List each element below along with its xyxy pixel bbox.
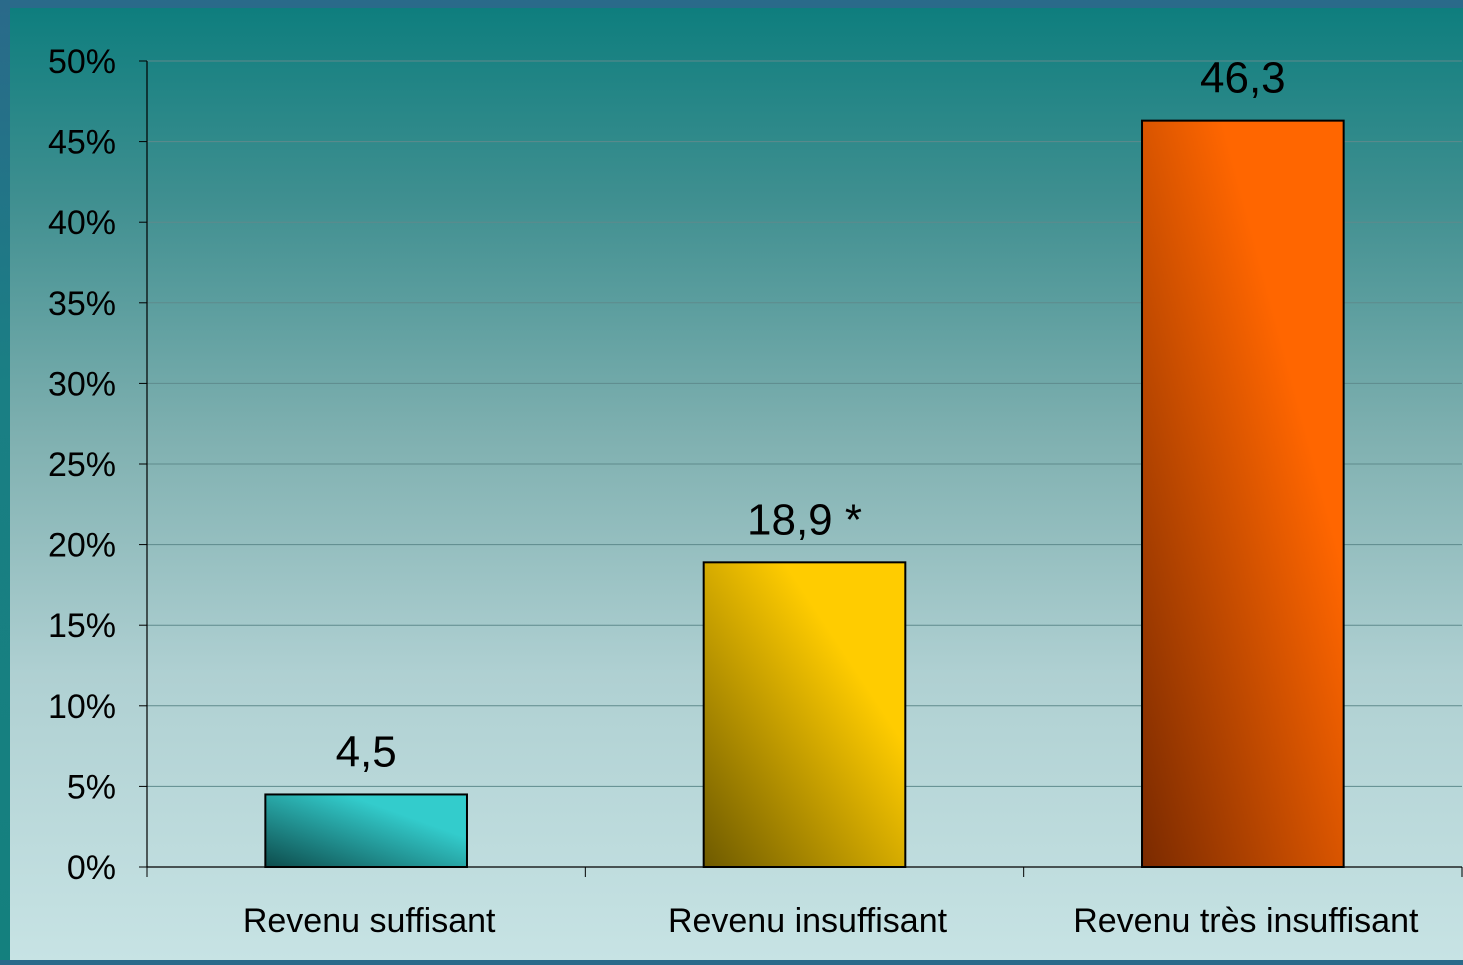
bar-2 bbox=[702, 561, 907, 868]
y-tick-label: 50% bbox=[48, 43, 116, 81]
y-tick-label: 15% bbox=[48, 607, 116, 645]
data-label-1: 4,5 bbox=[336, 727, 397, 776]
x-tick-label: Revenu très insuffisant bbox=[1073, 902, 1419, 940]
bar-chart: 0% 5% 10% 15% 20% 25% 30% 35% 40% 45% 50% Revenu s… bbox=[48, 43, 1463, 940]
y-tick-label: 40% bbox=[48, 204, 116, 242]
data-label-3: 46,3 bbox=[1200, 54, 1286, 103]
bar-3 bbox=[1141, 119, 1345, 869]
x-tick-label: Revenu insuffisant bbox=[668, 902, 948, 940]
y-tick-label: 5% bbox=[67, 768, 116, 806]
gridlines bbox=[147, 60, 1462, 787]
y-tick-label: 45% bbox=[48, 124, 116, 162]
y-axis: 0% 5% 10% 15% 20% 25% 30% 35% 40% 45% 50% bbox=[48, 43, 148, 887]
chart-frame: 0% 5% 10% 15% 20% 25% 30% 35% 40% 45% 50% Revenu s… bbox=[10, 8, 1463, 960]
y-tick-label: 30% bbox=[48, 365, 116, 403]
y-tick-label: 20% bbox=[48, 527, 116, 565]
x-tick-label: Revenu suffisant bbox=[243, 902, 496, 940]
data-label-2: 18,9 * bbox=[747, 495, 862, 544]
y-tick-label: 25% bbox=[48, 446, 116, 484]
y-tick-label: 0% bbox=[67, 849, 116, 887]
bars bbox=[264, 119, 1345, 869]
bar-1 bbox=[264, 793, 468, 869]
data-labels: 4,5 18,9 * 46,3 bbox=[336, 54, 1286, 777]
y-tick-label: 35% bbox=[48, 285, 116, 323]
y-tick-label: 10% bbox=[48, 688, 116, 726]
x-axis: Revenu suffisant Revenu insuffisant Revenu… bbox=[146, 866, 1463, 940]
